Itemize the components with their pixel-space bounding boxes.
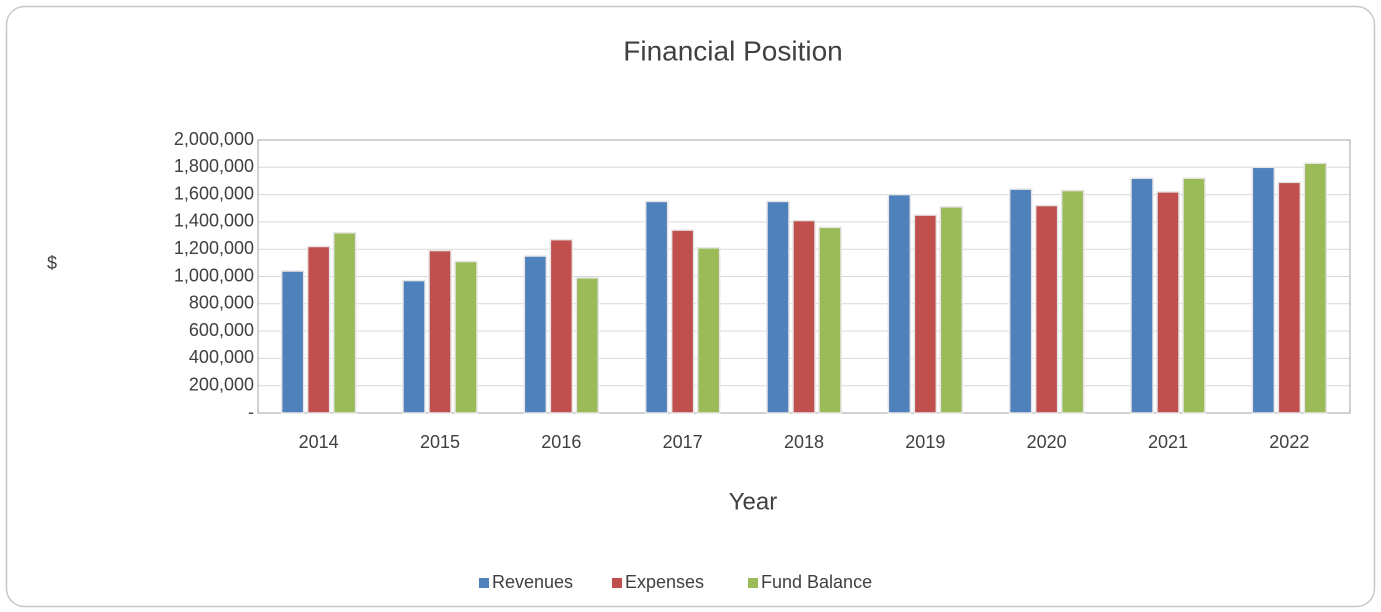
bar [454, 260, 478, 414]
bar [818, 226, 842, 414]
y-tick-label: 2,000,000 [174, 129, 254, 149]
x-tick-label: 2021 [1148, 432, 1188, 452]
bar [644, 200, 669, 414]
legend-swatch [748, 578, 758, 588]
bar [332, 232, 357, 414]
y-tick-label: 600,000 [189, 320, 254, 340]
y-tick-label: 1,600,000 [174, 183, 254, 203]
bar [1303, 162, 1328, 414]
bar [549, 238, 574, 414]
y-tick-label: 1,000,000 [174, 265, 254, 285]
legend-label: Expenses [625, 572, 704, 592]
y-tick-label: 800,000 [189, 293, 254, 313]
x-axis-label: Year [729, 488, 778, 515]
bar [939, 206, 964, 414]
bar [575, 277, 600, 414]
x-tick-label: 2016 [541, 432, 581, 452]
bar [523, 255, 548, 414]
bar [1182, 177, 1206, 414]
bar [402, 279, 426, 414]
bar [792, 219, 816, 414]
bar [1130, 177, 1154, 414]
y-tick-label: 200,000 [189, 374, 254, 394]
y-axis-label: $ [47, 253, 57, 273]
bar [696, 247, 721, 414]
bar [670, 229, 695, 414]
y-tick-label: - [248, 402, 254, 422]
bar [1156, 191, 1180, 414]
x-tick-label: 2015 [420, 432, 460, 452]
y-tick-label: 1,800,000 [174, 156, 254, 176]
bar [306, 245, 331, 414]
x-tick-label: 2017 [663, 432, 703, 452]
bar [913, 214, 938, 414]
bar [1008, 188, 1033, 414]
bar [1251, 166, 1276, 414]
y-tick-label: 1,200,000 [174, 238, 254, 258]
bar [887, 193, 912, 414]
legend-swatch [612, 578, 622, 588]
legend-label: Fund Balance [761, 572, 872, 592]
bar [280, 270, 305, 414]
x-tick-label: 2020 [1027, 432, 1067, 452]
bar [428, 249, 452, 414]
x-tick-label: 2014 [299, 432, 339, 452]
x-tick-label: 2019 [905, 432, 945, 452]
y-tick-label: 1,400,000 [174, 211, 254, 231]
legend-label: Revenues [492, 572, 573, 592]
chart-title: Financial Position [623, 35, 842, 66]
x-tick-label: 2022 [1269, 432, 1309, 452]
y-tick-label: 400,000 [189, 347, 254, 367]
legend-swatch [479, 578, 489, 588]
bar [766, 200, 790, 414]
bar [1034, 204, 1059, 414]
x-tick-label: 2018 [784, 432, 824, 452]
bar [1277, 181, 1302, 414]
bar [1060, 189, 1085, 414]
